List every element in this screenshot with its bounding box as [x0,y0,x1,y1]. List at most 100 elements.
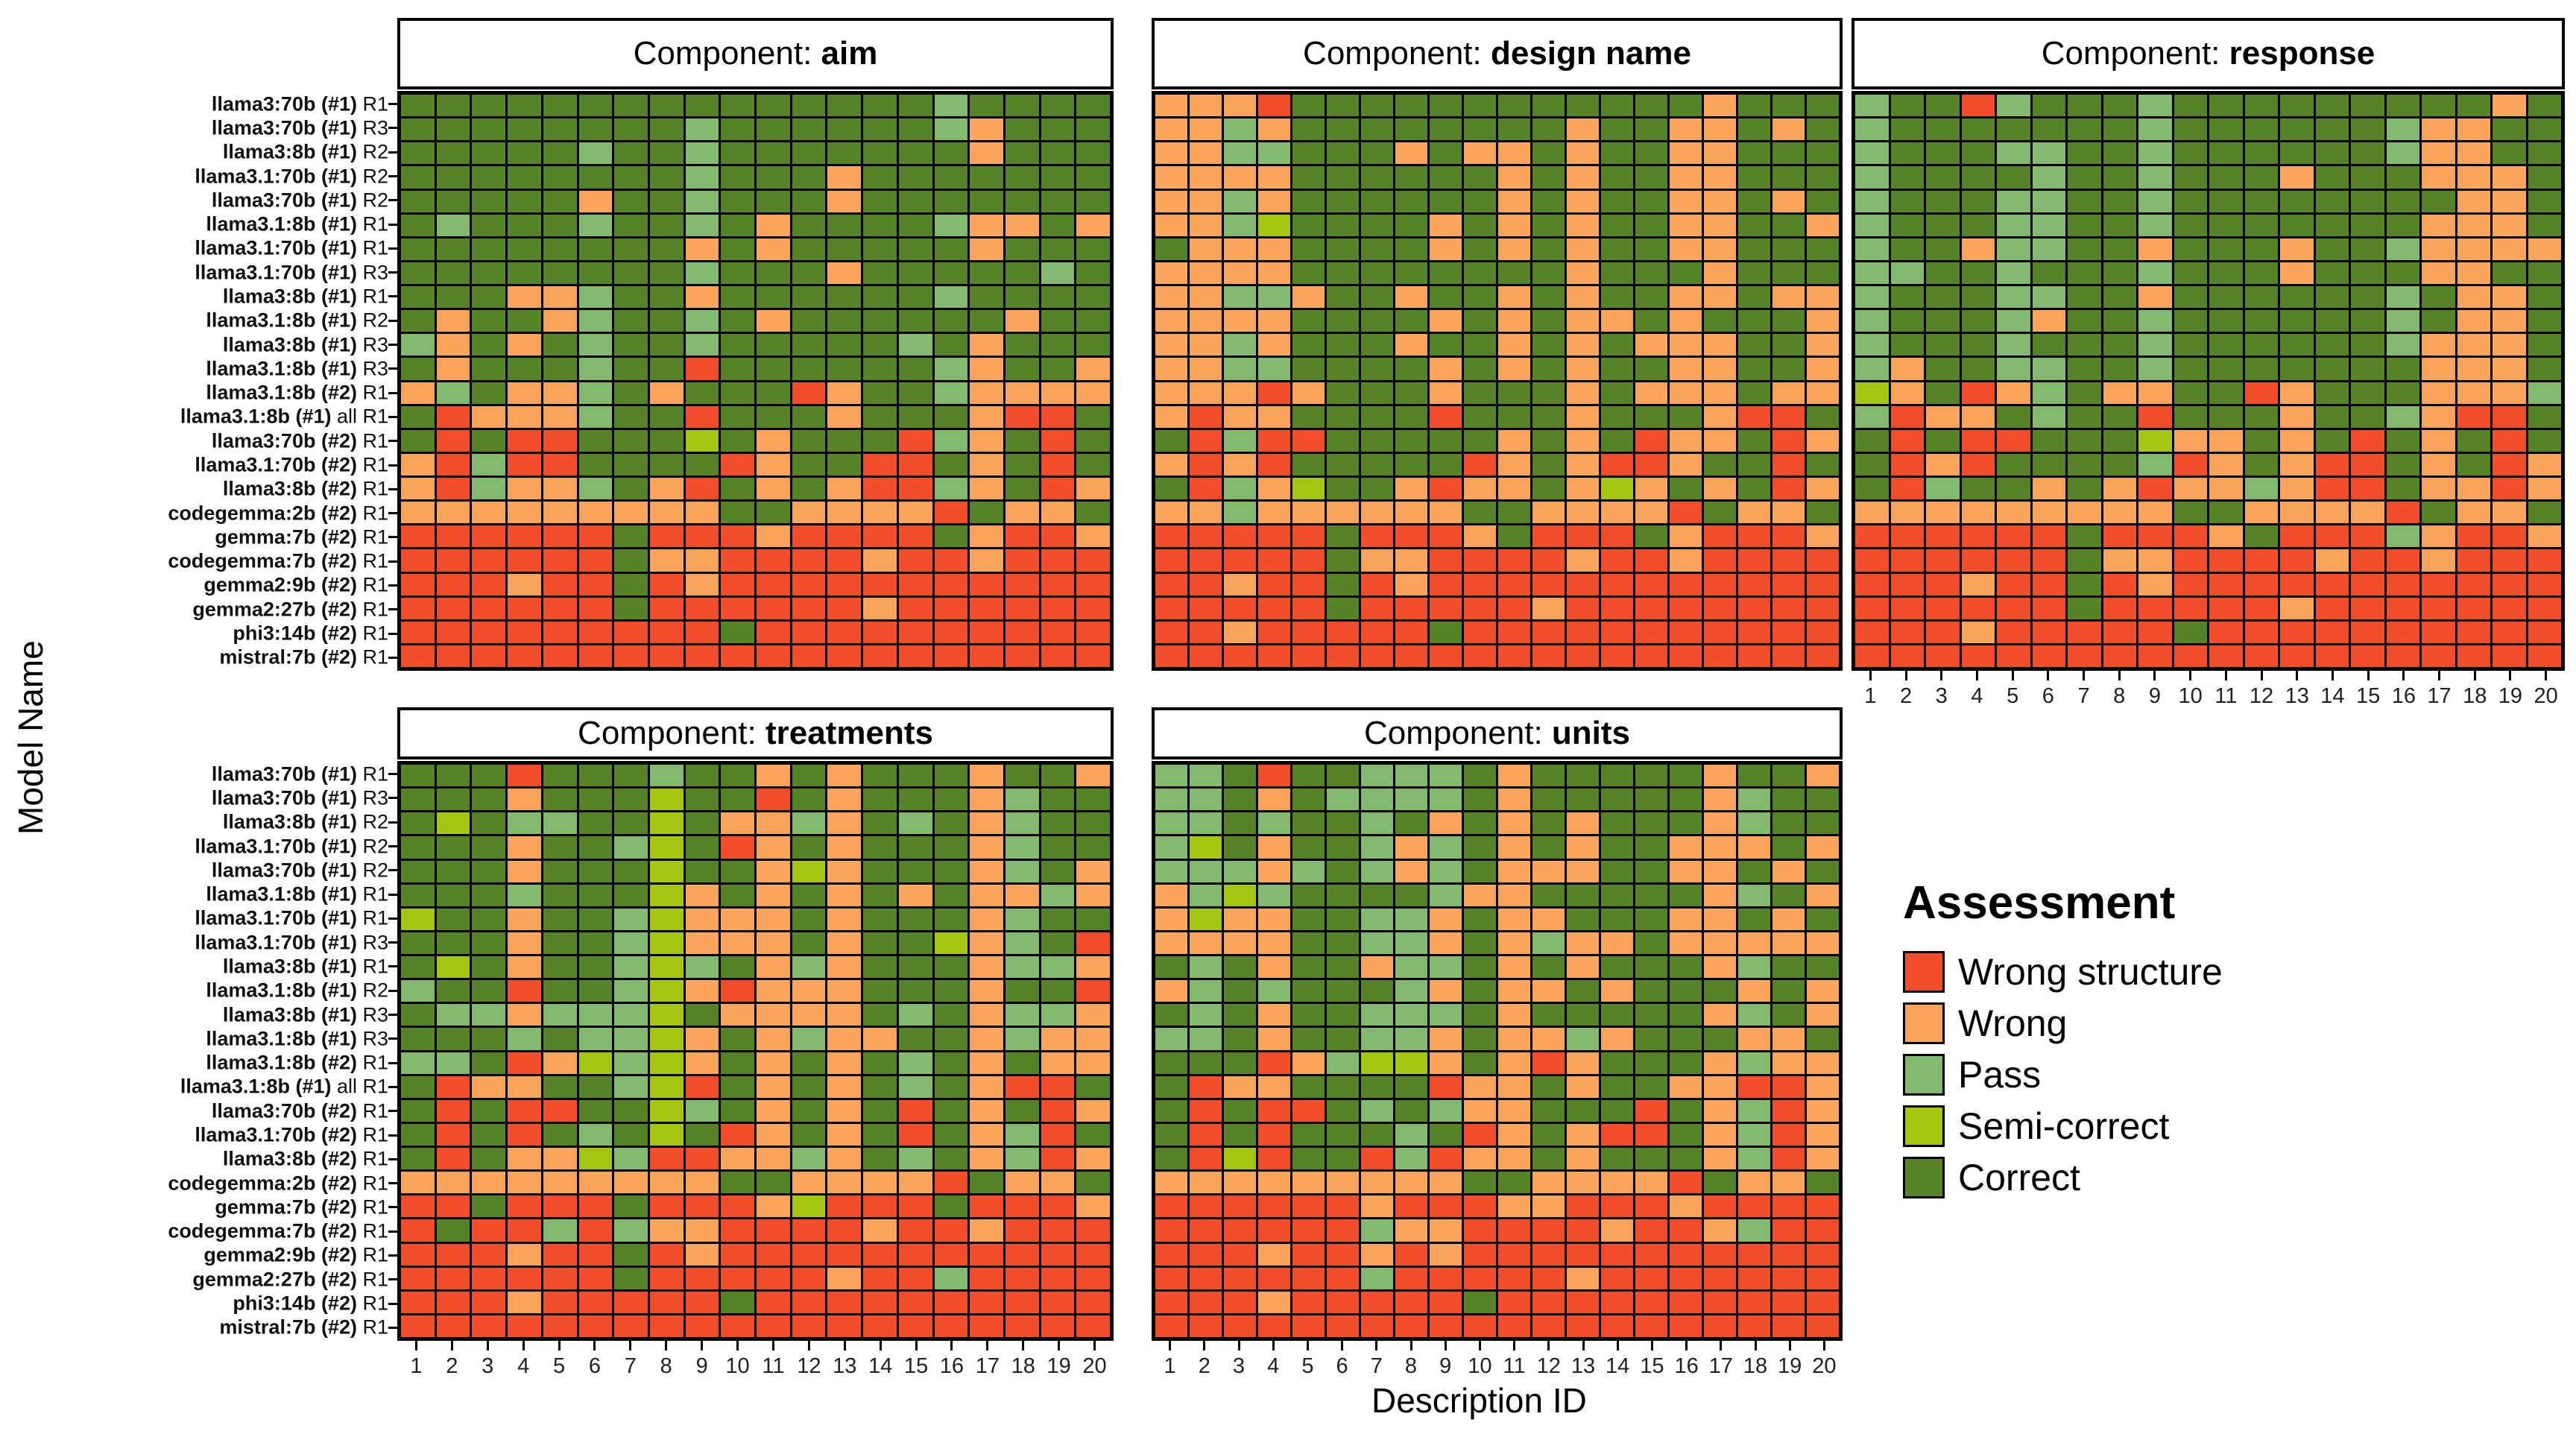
heatmap-cell [685,95,719,117]
heatmap-cell [934,190,968,212]
heatmap-cell [1601,1004,1633,1026]
x-tick-label: 14 [868,1354,893,1378]
heatmap-cell [1155,765,1187,787]
heatmap-cell [1395,812,1427,835]
heatmap-cell [1567,334,1599,356]
heatmap-cell [1224,597,1256,619]
heatmap-cell [1807,502,1839,524]
heatmap-cell [1567,166,1599,189]
heatmap-cell [2244,119,2278,141]
heatmap-cell [757,1052,790,1074]
heatmap-cell [1738,190,1770,212]
heatmap-cell [1258,884,1290,906]
heatmap-cell [1327,502,1359,524]
heatmap-cell [2315,286,2349,309]
heatmap-cell [970,1028,1003,1050]
heatmap-cell [863,1243,897,1266]
heatmap-cell [543,1099,577,1122]
y-tick [388,1254,398,1257]
heatmap-cell [1738,956,1770,979]
model-run-suffix: R3 [356,333,388,356]
heatmap-cell [934,238,968,260]
heatmap-cell [1807,429,1839,452]
heatmap-cell [898,789,932,811]
heatmap-cell [2068,238,2101,260]
model-name-bold: llama3:8b (#1) [222,1003,357,1026]
heatmap-cell [1567,502,1599,524]
heatmap-cell [543,1195,577,1218]
heatmap-cell [792,525,826,548]
x-tick-label: 8 [1404,1354,1418,1378]
heatmap-cell [1855,190,1889,212]
heatmap-cell [1532,812,1565,835]
heatmap-cell [649,1267,684,1289]
heatmap-cell [1926,502,1960,524]
heatmap-cell [436,549,470,572]
heatmap-cell [792,1099,826,1122]
heatmap-cell [543,1243,577,1266]
x-tick [1022,1341,1025,1351]
heatmap-cell [1498,525,1530,548]
heatmap-cell [1041,573,1075,596]
heatmap-cell [1670,956,1702,979]
heatmap-cell [685,119,719,141]
heatmap-cell [436,645,470,667]
heatmap-cell [508,429,541,452]
heatmap-cell [934,621,968,643]
heatmap-cell [1532,932,1565,954]
heatmap-cell [1567,238,1599,260]
heatmap-cell [1076,310,1110,332]
heatmap-cell [792,1267,826,1289]
heatmap-cell [1464,812,1496,835]
heatmap-cell [614,908,648,930]
heatmap-cell [436,262,470,284]
heatmap-cell [934,429,968,452]
heatmap-cell [1772,502,1805,524]
heatmap-cell [1076,884,1110,906]
heatmap-cell [1532,382,1565,404]
heatmap-cell [2174,142,2207,165]
heatmap-cell [1258,1219,1290,1242]
heatmap-cell [827,358,862,380]
heatmap-cell [2457,549,2490,572]
heatmap-cell [1601,1028,1633,1050]
heatmap-cell [1772,1291,1805,1313]
model-name-bold: llama3.1:70b (#1) [195,165,357,188]
heatmap-cell [1704,1004,1736,1026]
heatmap-cell [2209,334,2243,356]
y-tick-label: mistral:7b (#2) R1 [219,646,388,669]
heatmap-cell [401,1004,435,1026]
heatmap-cell [970,645,1003,667]
heatmap-cell [401,1028,435,1050]
heatmap-cell [578,142,613,165]
heatmap-cell [970,836,1003,859]
heatmap-cell [2386,358,2419,380]
heatmap-cell [1395,142,1427,165]
heatmap-cell [578,95,613,117]
heatmap-cell [1890,286,1924,309]
heatmap-cell [508,382,541,404]
heatmap-cell [1635,190,1667,212]
heatmap-cell [1076,525,1110,548]
heatmap-cell [1670,238,1702,260]
heatmap-cell [2138,405,2172,428]
heatmap-cell [2528,621,2561,643]
heatmap-cell [934,310,968,332]
heatmap-cell [2528,238,2561,260]
heatmap-cell [2068,142,2101,165]
heatmap-cell [1395,286,1427,309]
heatmap-cell [1395,382,1427,404]
heatmap-cell [401,884,435,906]
heatmap-cell [970,1291,1003,1313]
heatmap-cell [1498,286,1530,309]
heatmap-cell [2386,214,2419,236]
heatmap-cell [1076,405,1110,428]
x-tick-label: 20 [1812,1354,1837,1378]
y-tick [388,247,398,250]
heatmap-cell [1807,382,1839,404]
heatmap-cell [1772,453,1805,476]
heatmap-cell [1395,597,1427,619]
heatmap-cell [898,1219,932,1242]
heatmap-cell [1155,358,1187,380]
heatmap-cell [721,286,754,309]
